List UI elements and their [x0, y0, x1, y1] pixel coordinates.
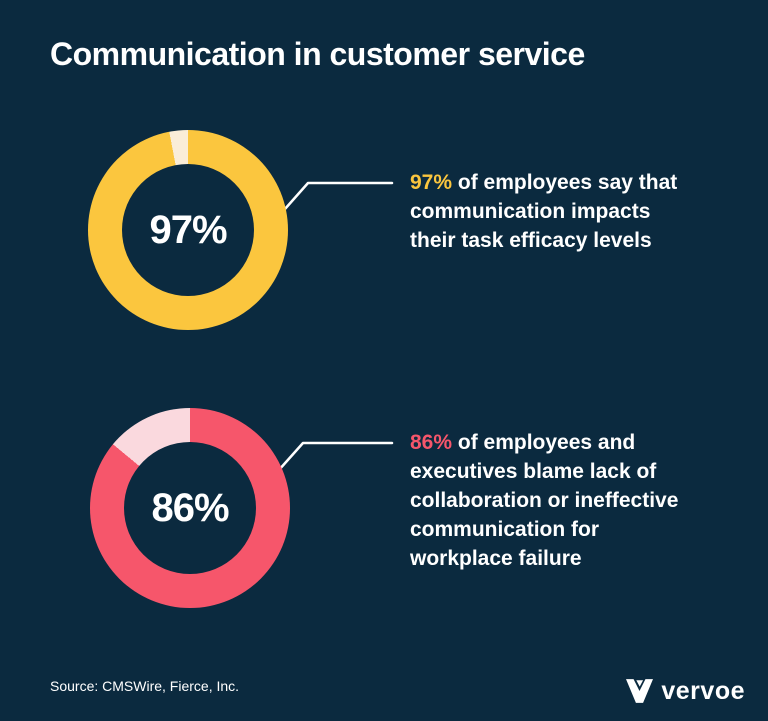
- caption-line: communication for: [410, 518, 600, 541]
- caption-highlight-97: 97%: [410, 171, 453, 194]
- donut-chart-97: 97%: [88, 130, 288, 330]
- caption-line: workplace failure: [410, 547, 582, 570]
- brand-logo: vervoe: [626, 677, 745, 705]
- caption-line: 97% of employees say that: [410, 168, 677, 197]
- caption-text: of employees and: [452, 431, 636, 454]
- donut-hole-86: 86%: [124, 442, 256, 574]
- brand-name: vervoe: [661, 677, 745, 705]
- donut-chart-86: 86%: [90, 408, 290, 608]
- donut-hole-97: 97%: [122, 164, 254, 296]
- caption-line: executives blame lack of: [410, 460, 657, 483]
- donut-center-label-97: 97%: [149, 207, 227, 252]
- caption-line: communication impacts: [410, 200, 651, 223]
- source-text: Source: CMSWire, Fierce, Inc.: [50, 678, 240, 694]
- donut-center-label-86: 86%: [151, 485, 229, 530]
- stat-caption-86: 86% of employees and executives blame la…: [410, 428, 678, 573]
- connector-line-97: [275, 181, 394, 220]
- caption-highlight-86: 86%: [410, 431, 453, 454]
- caption-text: of employees say that: [452, 171, 678, 194]
- caption-line: collaboration or ineffective: [410, 489, 679, 512]
- page-title: Communication in customer service: [50, 36, 585, 72]
- caption-line: their task efficacy levels: [410, 229, 652, 252]
- vervoe-v-icon: [626, 679, 654, 703]
- connector-line-86: [268, 441, 394, 482]
- stat-caption-97: 97% of employees say that communication …: [410, 168, 677, 255]
- caption-line: 86% of employees and: [410, 428, 678, 457]
